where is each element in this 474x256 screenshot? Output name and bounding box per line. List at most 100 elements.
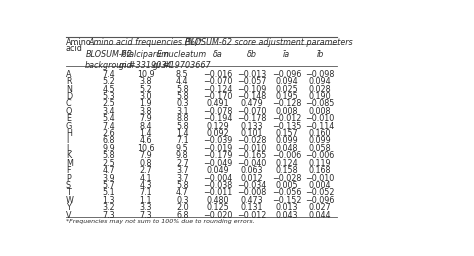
Text: −0.040: −0.040	[237, 159, 267, 168]
Text: 5.4: 5.4	[102, 114, 115, 123]
Text: −0.148: −0.148	[237, 92, 267, 101]
Text: δa: δa	[213, 50, 223, 59]
Text: 3.3: 3.3	[139, 203, 152, 212]
Text: 0.043: 0.043	[275, 211, 298, 220]
Text: −0.128: −0.128	[272, 99, 301, 108]
Text: −0.096: −0.096	[305, 196, 335, 205]
Text: D: D	[66, 92, 72, 101]
Text: 0.119: 0.119	[309, 159, 331, 168]
Text: 0.028: 0.028	[309, 84, 331, 94]
Text: 5.2: 5.2	[102, 77, 115, 86]
Text: E: E	[66, 114, 71, 123]
Text: 6.8: 6.8	[102, 136, 115, 145]
Text: 2.0: 2.0	[176, 203, 189, 212]
Text: 8.8: 8.8	[176, 114, 189, 123]
Text: 3.8: 3.8	[139, 77, 152, 86]
Text: 5.8: 5.8	[102, 151, 115, 160]
Text: W: W	[66, 196, 74, 205]
Text: 0.058: 0.058	[309, 144, 331, 153]
Text: 0.013: 0.013	[275, 203, 298, 212]
Text: 3.0: 3.0	[139, 92, 152, 101]
Text: −0.019: −0.019	[203, 144, 232, 153]
Text: −0.006: −0.006	[305, 151, 335, 160]
Text: Amino acid frequencies (%)*: Amino acid frequencies (%)*	[88, 38, 203, 47]
Text: 0.480: 0.480	[207, 196, 229, 205]
Text: R: R	[66, 77, 72, 86]
Text: 4.6: 4.6	[139, 136, 152, 145]
Text: E.nucleatum
gi #19703667: E.nucleatum gi #19703667	[154, 50, 211, 70]
Text: acid: acid	[66, 44, 83, 53]
Text: 0.160: 0.160	[309, 129, 331, 138]
Text: 3.8: 3.8	[139, 107, 152, 116]
Text: 0.092: 0.092	[206, 129, 229, 138]
Text: −0.010: −0.010	[237, 144, 267, 153]
Text: 0.101: 0.101	[241, 129, 264, 138]
Text: īb: īb	[316, 50, 324, 59]
Text: Amino: Amino	[66, 38, 91, 47]
Text: 0.099: 0.099	[275, 136, 298, 145]
Text: 5.7: 5.7	[102, 181, 115, 190]
Text: 2.5: 2.5	[102, 159, 115, 168]
Text: BLOSUM-62
background: BLOSUM-62 background	[85, 50, 133, 70]
Text: 0.048: 0.048	[275, 144, 298, 153]
Text: 5.8: 5.8	[176, 92, 189, 101]
Text: 9.8: 9.8	[176, 151, 189, 160]
Text: −0.178: −0.178	[237, 114, 267, 123]
Text: 7.4: 7.4	[102, 70, 115, 79]
Text: −0.124: −0.124	[203, 84, 232, 94]
Text: 3.4: 3.4	[102, 107, 115, 116]
Text: −0.052: −0.052	[305, 188, 335, 197]
Text: −0.165: −0.165	[237, 151, 267, 160]
Text: 0.094: 0.094	[275, 77, 298, 86]
Text: 5.2: 5.2	[139, 84, 152, 94]
Text: −0.010: −0.010	[305, 114, 335, 123]
Text: −0.011: −0.011	[203, 188, 232, 197]
Text: G: G	[66, 122, 72, 131]
Text: *Frequencies may not sum to 100% due to rounding errors.: *Frequencies may not sum to 100% due to …	[66, 219, 255, 224]
Text: 7.9: 7.9	[139, 151, 152, 160]
Text: 5.8: 5.8	[176, 122, 189, 131]
Text: 7.9: 7.9	[139, 114, 152, 123]
Text: īa: īa	[283, 50, 290, 59]
Text: 4.3: 4.3	[139, 181, 152, 190]
Text: 0.168: 0.168	[309, 166, 331, 175]
Text: 3.7: 3.7	[176, 166, 189, 175]
Text: −0.096: −0.096	[272, 70, 301, 79]
Text: −0.070: −0.070	[237, 107, 267, 116]
Text: 5.8: 5.8	[176, 181, 189, 190]
Text: Y: Y	[66, 203, 71, 212]
Text: T: T	[66, 188, 71, 197]
Text: −0.004: −0.004	[203, 174, 232, 183]
Text: −0.028: −0.028	[237, 136, 267, 145]
Text: 0.195: 0.195	[275, 92, 298, 101]
Text: 0.049: 0.049	[207, 166, 229, 175]
Text: N: N	[66, 84, 72, 94]
Text: −0.152: −0.152	[272, 196, 301, 205]
Text: 0.131: 0.131	[241, 203, 264, 212]
Text: P.falciparum
gi #3319034: P.falciparum gi #3319034	[119, 50, 172, 70]
Text: 0.008: 0.008	[275, 107, 298, 116]
Text: 0.8: 0.8	[139, 159, 152, 168]
Text: −0.114: −0.114	[305, 122, 335, 131]
Text: −0.034: −0.034	[237, 181, 267, 190]
Text: 7.3: 7.3	[102, 211, 115, 220]
Text: 1.4: 1.4	[139, 129, 152, 138]
Text: 5.1: 5.1	[102, 188, 115, 197]
Text: 4.4: 4.4	[176, 77, 189, 86]
Text: −0.057: −0.057	[237, 77, 267, 86]
Text: −0.056: −0.056	[272, 188, 301, 197]
Text: 3.9: 3.9	[102, 174, 115, 183]
Text: 3.1: 3.1	[176, 107, 189, 116]
Text: 0.3: 0.3	[176, 196, 189, 205]
Text: 2.6: 2.6	[102, 129, 115, 138]
Text: 4.1: 4.1	[139, 174, 152, 183]
Text: 2.5: 2.5	[102, 99, 115, 108]
Text: 3.2: 3.2	[102, 203, 115, 212]
Text: −0.012: −0.012	[272, 114, 301, 123]
Text: −0.070: −0.070	[203, 77, 232, 86]
Text: BLOSUM-62 score adjustment parameters: BLOSUM-62 score adjustment parameters	[185, 38, 353, 47]
Text: M: M	[66, 159, 73, 168]
Text: 0.005: 0.005	[275, 181, 298, 190]
Text: 9.9: 9.9	[102, 144, 115, 153]
Text: 8.5: 8.5	[176, 70, 189, 79]
